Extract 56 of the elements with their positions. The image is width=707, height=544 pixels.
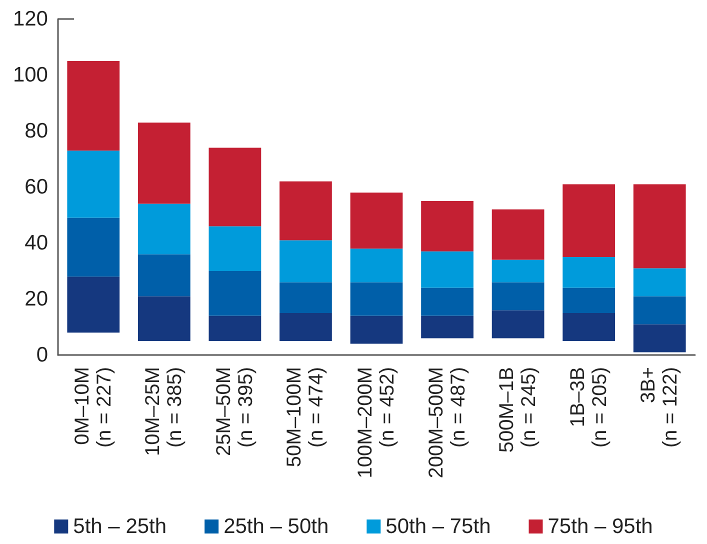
- bar: [633, 296, 686, 324]
- bar: [138, 296, 190, 341]
- y-tick-label: 120: [12, 8, 48, 30]
- bar: [67, 61, 120, 151]
- bar: [562, 288, 616, 313]
- bar: [562, 184, 616, 257]
- y-tick-label: 0: [36, 344, 48, 366]
- legend-label: 5th – 25th: [73, 515, 167, 538]
- x-tick-label: 1B–3B (n = 205): [566, 367, 611, 448]
- y-tick-label: 20: [24, 288, 48, 310]
- legend-label: 75th – 95th: [548, 515, 653, 538]
- legend-label: 50th – 75th: [386, 515, 491, 538]
- bar: [280, 181, 332, 240]
- y-tick-label: 40: [24, 232, 48, 254]
- bar: [67, 218, 120, 277]
- bar: [492, 260, 544, 282]
- bar: [562, 257, 616, 288]
- bar: [208, 271, 262, 316]
- bar: [350, 282, 403, 316]
- bar: [492, 310, 544, 338]
- bar: [421, 251, 474, 288]
- bar: [138, 122, 190, 204]
- x-tick-label: 100M–200M (n = 452): [354, 367, 398, 478]
- bar: [562, 313, 616, 341]
- bar: [138, 204, 190, 254]
- bar: [350, 192, 403, 249]
- x-tick-label: 50M–100M (n = 474): [284, 367, 328, 468]
- x-tick-label: 25M–50M (n = 395): [212, 367, 257, 456]
- bar: [350, 316, 403, 344]
- x-tick-label: 10M–25M (n = 385): [142, 367, 186, 456]
- x-tick-label: 200M–500M (n = 487): [425, 367, 470, 478]
- bar: [633, 184, 686, 268]
- x-tick-label: 0M–10M (n = 227): [71, 367, 116, 448]
- bar: [421, 288, 474, 316]
- bar: [280, 240, 332, 282]
- x-tick-label: 3B+ (n = 122): [638, 367, 682, 448]
- bar: [138, 254, 190, 296]
- bar: [421, 201, 474, 252]
- bar: [67, 150, 120, 218]
- legend-label: 25th – 50th: [224, 515, 329, 538]
- bar: [208, 148, 262, 226]
- y-tick-label: 100: [12, 64, 48, 86]
- bar: [350, 248, 403, 282]
- bar: [280, 282, 332, 313]
- bar: [208, 226, 262, 271]
- bar: [492, 282, 544, 310]
- bar: [633, 268, 686, 296]
- bar: [421, 316, 474, 338]
- bar: [67, 276, 120, 333]
- bar: [280, 313, 332, 341]
- y-tick-label: 80: [24, 120, 48, 142]
- y-tick-label: 60: [24, 176, 48, 198]
- bar: [633, 324, 686, 352]
- x-tick-label: 500M–1B (n = 245): [496, 367, 540, 453]
- bar: [208, 316, 262, 341]
- bar: [492, 209, 544, 260]
